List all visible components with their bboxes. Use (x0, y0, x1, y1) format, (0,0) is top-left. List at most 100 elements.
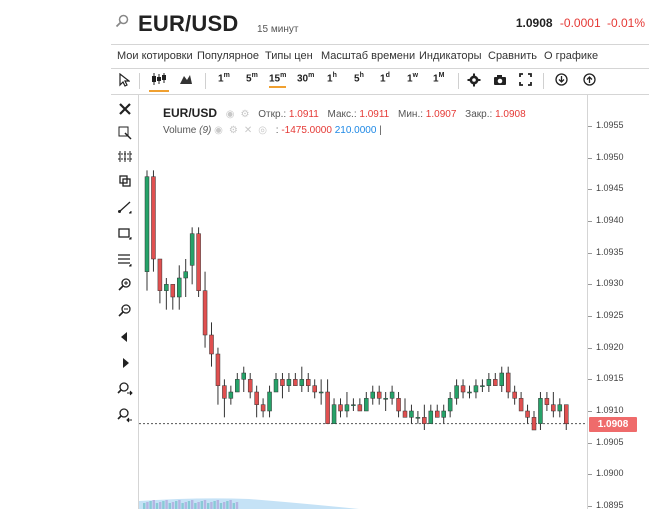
settings-small-icon[interactable]: ⚙ (240, 109, 250, 120)
interval-5h[interactable]: 5h (354, 72, 364, 85)
menu-about-chart[interactable]: О графике (544, 50, 599, 62)
copy-tool-icon[interactable] (117, 173, 133, 189)
zoom-fit-icon[interactable] (117, 381, 133, 397)
candlestick-type-icon[interactable] (151, 72, 167, 86)
menu-indicators[interactable]: Индикаторы (419, 50, 482, 62)
candle (557, 398, 563, 418)
price-tick-label: 1.0925 (596, 310, 624, 320)
interval-1m[interactable]: 1m (218, 72, 230, 85)
fibonacci-tool-icon[interactable] (117, 149, 133, 165)
candle (422, 404, 427, 430)
legend-close: 1.0908 (495, 109, 526, 120)
interval-1M[interactable]: 1M (433, 72, 445, 85)
candle (512, 385, 517, 405)
candle (544, 392, 550, 411)
menu-compare[interactable]: Сравнить (488, 50, 538, 62)
upload-icon[interactable] (583, 73, 596, 86)
candlestick-chart[interactable] (139, 95, 587, 509)
menu-time-scale[interactable]: Масштаб времени (321, 50, 416, 62)
download-icon[interactable] (555, 73, 568, 86)
menu-my-quotes[interactable]: Мои котировки (117, 50, 193, 62)
candle-body (435, 410, 440, 418)
volume-settings-icon[interactable]: ⚙ (228, 125, 238, 136)
menu-price-types[interactable]: Типы цен (265, 50, 313, 62)
legend-open-label: Откр.: (258, 109, 287, 120)
menu-popular[interactable]: Популярное (197, 50, 260, 62)
zoom-reset-icon[interactable] (117, 407, 133, 423)
candle-body (389, 391, 395, 399)
interval-15m[interactable]: 15m (269, 72, 287, 89)
legend-open: 1.0911 (288, 109, 319, 120)
close-icon[interactable] (117, 101, 133, 117)
candle (383, 392, 388, 411)
price-tick-label: 1.0915 (596, 373, 624, 384)
candle (209, 322, 214, 367)
candle-body (273, 379, 279, 393)
candle-body (196, 233, 201, 291)
scroll-left-icon[interactable] (117, 329, 133, 345)
zoom-out-icon[interactable] (117, 303, 133, 319)
candle (454, 379, 459, 405)
interval-1w[interactable]: 1w (407, 72, 419, 85)
candle-body (247, 379, 253, 393)
volume-eye-icon[interactable]: ◉ (214, 125, 223, 136)
legend-high: 1.0911 (359, 109, 390, 120)
candle-body (422, 417, 427, 424)
candle-body (331, 404, 337, 424)
cursor-icon[interactable] (118, 73, 130, 87)
scroll-right-icon[interactable] (117, 355, 133, 371)
candle (331, 398, 337, 424)
last-price: 1.0908 (515, 16, 553, 30)
candle (389, 385, 395, 405)
area-type-icon[interactable] (179, 73, 193, 85)
candle-body (202, 290, 208, 336)
price-tick-label: 1.0945 (596, 183, 624, 194)
price-tick-mark (588, 506, 592, 507)
candle (260, 398, 266, 418)
search-icon[interactable] (115, 14, 129, 28)
last-price-label: 1.0908 (589, 417, 637, 432)
menu-bar: Мои котировки Популярное Типы цен Масшта… (111, 44, 649, 69)
candle (467, 385, 472, 399)
eye-icon[interactable]: ◉ (225, 109, 235, 120)
gear-icon[interactable] (467, 73, 481, 87)
volume-remove-icon[interactable]: ✕ (243, 125, 253, 136)
candle (428, 404, 434, 424)
fullscreen-icon[interactable] (519, 73, 532, 86)
interval-30m[interactable]: 30m (297, 72, 315, 85)
interval-5m[interactable]: 5m (246, 72, 258, 85)
interval-1d[interactable]: 1d (380, 72, 390, 85)
candle-body (538, 398, 543, 424)
candle-body (409, 410, 414, 418)
candle-body (447, 398, 453, 412)
interval-1h[interactable]: 1h (327, 72, 337, 85)
legend-volume-row: Volume (9) ◉ ⚙ ✕ ◎ : -1475.0000 210.0000 | (163, 125, 382, 136)
candle-body (544, 398, 550, 405)
legend-symbol: EUR/USD (163, 106, 218, 120)
symbol-title[interactable]: EUR/USD (138, 11, 239, 36)
candle (409, 404, 414, 424)
price-tick-mark (588, 157, 592, 159)
price-tick-mark (588, 221, 592, 222)
price-tick-label: 1.0920 (596, 341, 624, 352)
candle-body (170, 284, 176, 298)
camera-icon[interactable] (493, 74, 507, 86)
trendline-tool-icon[interactable] (117, 199, 133, 215)
chart-area[interactable] (139, 95, 587, 509)
candle-body (505, 372, 511, 393)
candle (312, 379, 317, 399)
candle (286, 373, 292, 392)
crosshair-tool-icon[interactable] (117, 125, 133, 141)
candle (538, 392, 543, 430)
rectangle-tool-icon[interactable] (117, 225, 133, 241)
price-axis[interactable]: 1.0955 1.0950 1.0945 1.0940 1.0935 1.0930 1.09… (587, 95, 650, 510)
price-tick-label: 1.0955 (596, 120, 624, 130)
legend-volume-param: (9) (199, 125, 212, 136)
price-tick-mark (588, 316, 592, 317)
candle-body (493, 379, 498, 386)
volume-options-icon[interactable]: ◎ (258, 125, 267, 136)
zoom-in-icon[interactable] (117, 277, 133, 293)
candle (235, 373, 240, 393)
horizontal-lines-tool-icon[interactable] (117, 251, 133, 267)
candle (164, 278, 169, 310)
